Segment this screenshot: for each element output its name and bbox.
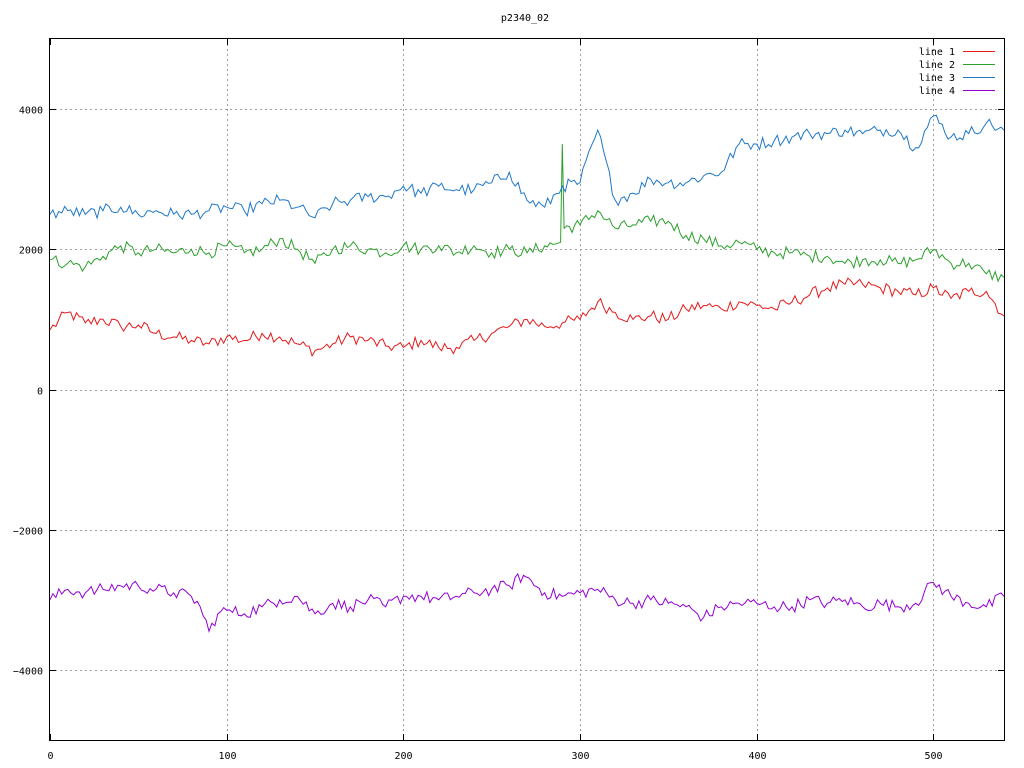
x-tick-label: 200 (394, 751, 412, 762)
series-line-4 (49, 572, 1005, 633)
x-tick-label: 0 (47, 751, 53, 762)
legend-label: line 2 (919, 60, 955, 71)
x-tick-labels: 0 100 200 300 400 500 (47, 751, 942, 762)
axis-ticks (50, 39, 1004, 740)
x-tick-label: 400 (748, 751, 766, 762)
chart-title: p2340_02 (501, 13, 549, 24)
legend-label: line 3 (919, 73, 955, 84)
legend-label: line 1 (919, 47, 955, 58)
series-line-3 (49, 114, 1005, 220)
y-tick-label: 4000 (19, 106, 43, 117)
x-tick-label: 500 (924, 751, 942, 762)
x-tick-label: 100 (218, 751, 236, 762)
plot-frame (49, 38, 1005, 741)
y-tick-label: −2000 (13, 527, 43, 538)
y-tick-label: 2000 (19, 246, 43, 257)
series-line-1 (49, 277, 1005, 358)
y-tick-label: −4000 (13, 667, 43, 678)
grid-lines (50, 39, 1004, 740)
series-lines (49, 114, 1005, 633)
y-tick-label: 0 (37, 387, 43, 398)
series-line-2 (49, 144, 1005, 283)
x-tick-label: 300 (571, 751, 589, 762)
legend: line 1 line 2 line 3 line 4 (919, 47, 995, 97)
legend-label: line 4 (919, 86, 955, 97)
y-tick-labels: −4000 −2000 0 2000 4000 (13, 106, 43, 678)
